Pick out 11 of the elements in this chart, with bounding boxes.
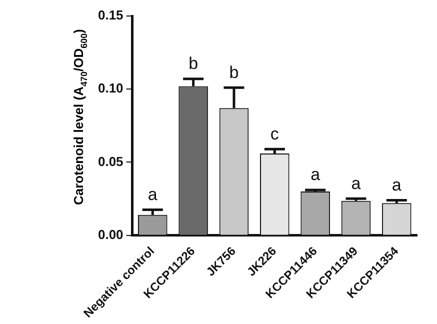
- y-tick-label: 0.05: [98, 154, 124, 169]
- y-tick-label: 0.00: [98, 226, 124, 242]
- annotation: a: [148, 184, 158, 204]
- annotation: b: [188, 54, 198, 74]
- y-tick-label: 0.10: [98, 80, 124, 96]
- annotation: b: [229, 62, 239, 82]
- annotation: a: [351, 174, 362, 193]
- annotation: a: [392, 175, 402, 194]
- annotation: a: [310, 165, 321, 184]
- annotation: c: [270, 124, 280, 144]
- y-tick-label: 0.15: [98, 8, 124, 23]
